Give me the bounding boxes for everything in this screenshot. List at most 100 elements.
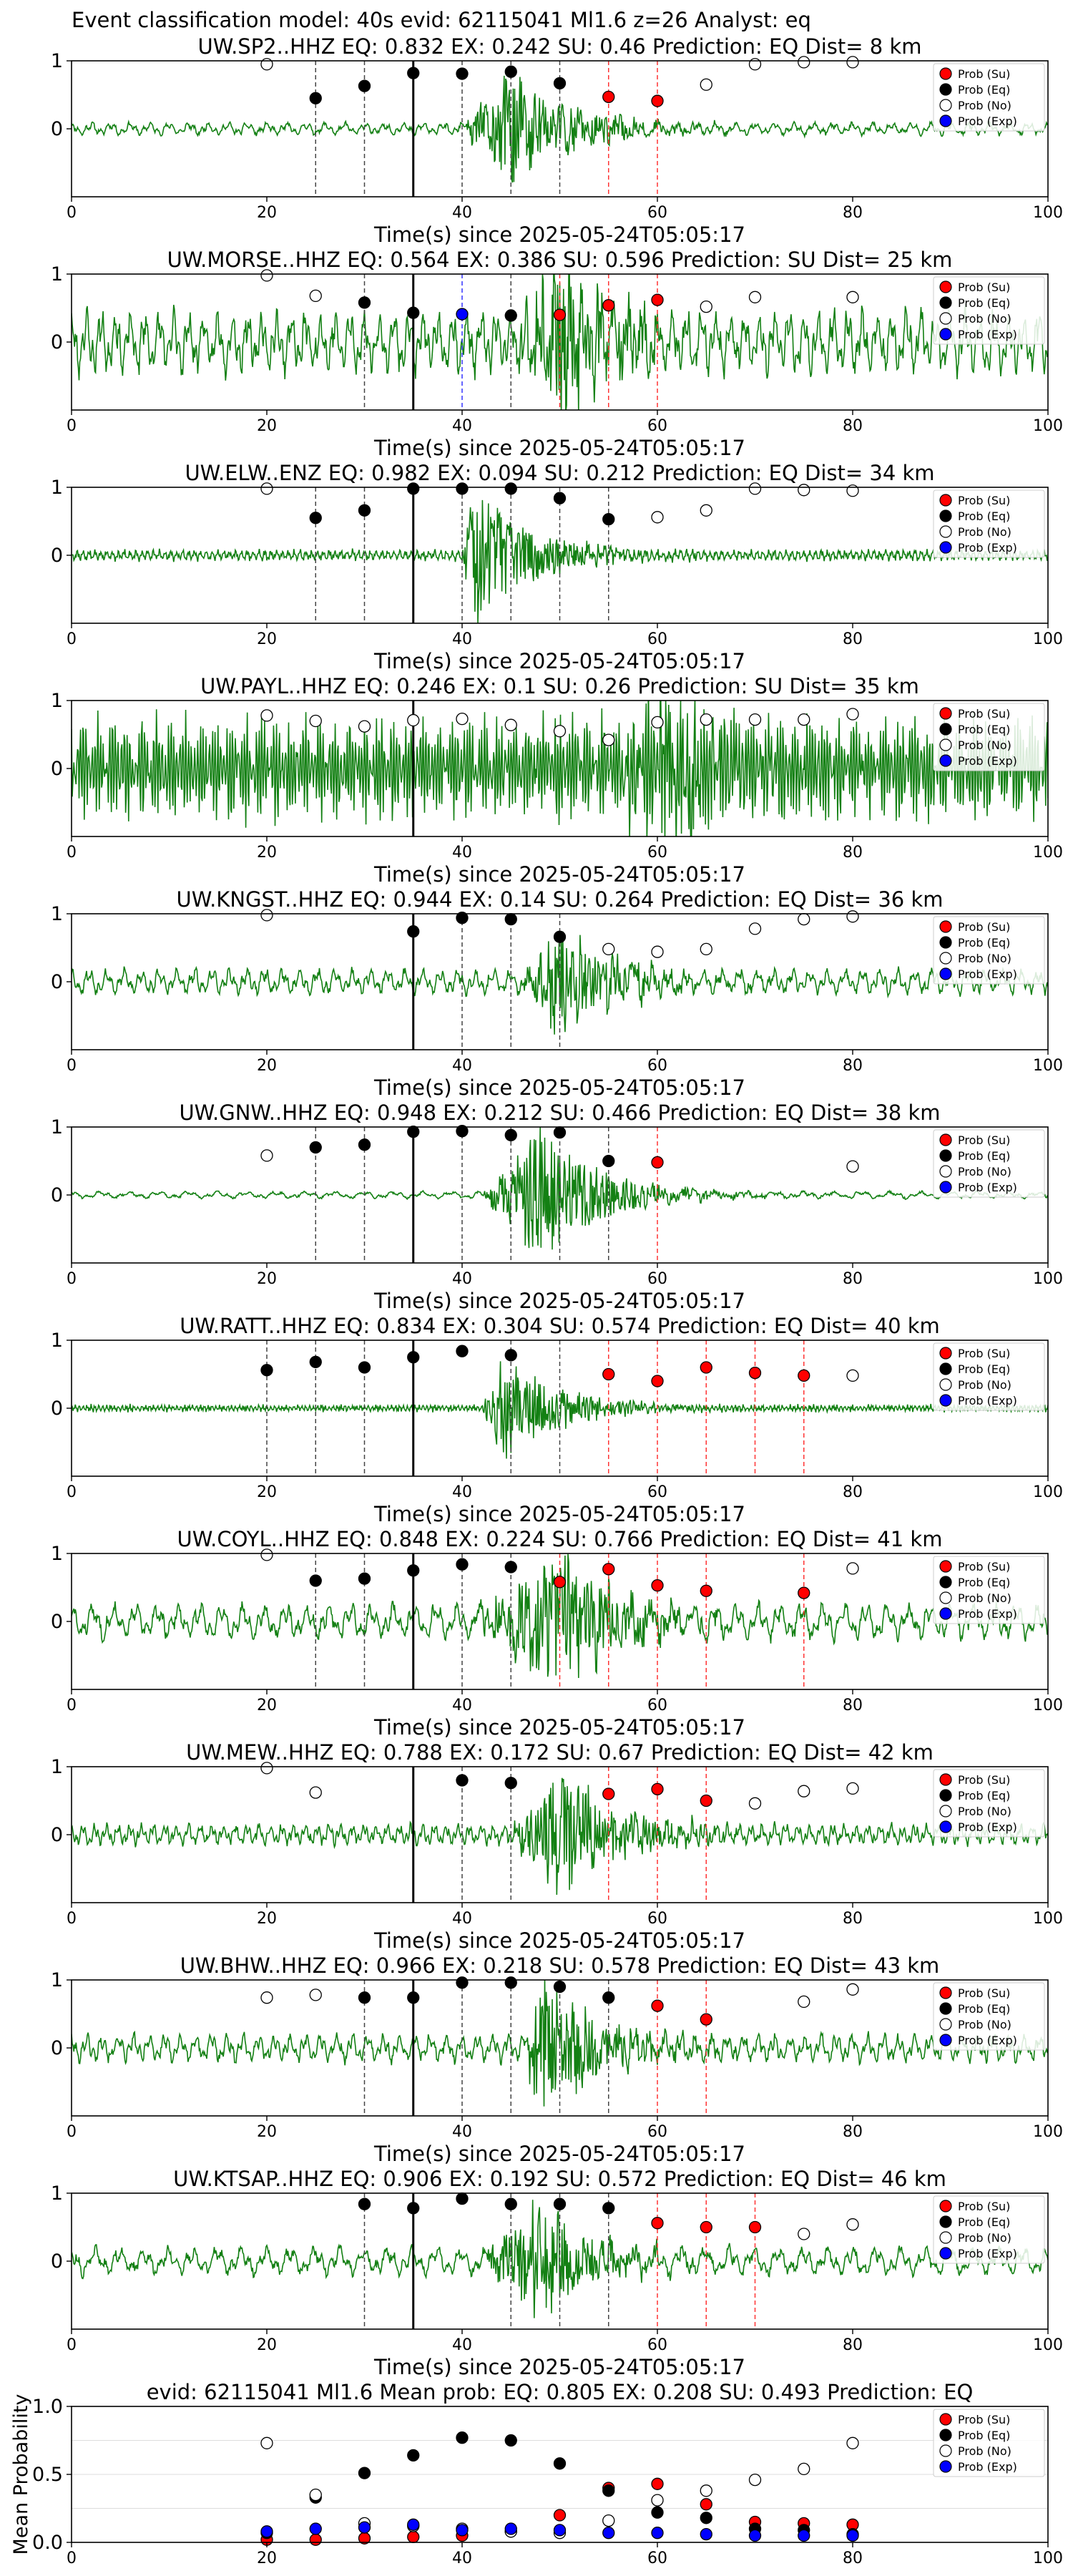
legend-item-eq-marker [939, 296, 952, 309]
prob-point-su [748, 1366, 762, 1380]
legend-item-eq-marker [939, 83, 952, 96]
prob-point-exp [456, 308, 469, 321]
x-tick-label: 80 [843, 1697, 863, 1714]
mean-point-su [553, 2509, 567, 2522]
legend-item-su: Prob (Su) [958, 67, 1010, 81]
prob-point-eq [504, 1128, 517, 1142]
station-panel-1: UW.SP2..HHZ EQ: 0.832 EX: 0.242 SU: 0.46… [51, 34, 1063, 247]
prob-point-eq [260, 1364, 273, 1377]
x-tick-label: 100 [1033, 1483, 1063, 1501]
waveform-trace [72, 1553, 1048, 1679]
legend-item-no-marker [939, 525, 952, 538]
x-tick-label: 0 [67, 844, 77, 862]
legend-item-eq-marker [939, 2429, 952, 2441]
x-tick-label: 40 [452, 1057, 472, 1075]
x-tick-label: 80 [843, 417, 863, 435]
legend-item-no-marker [939, 2018, 952, 2031]
x-tick-label: 0 [67, 417, 77, 435]
waveform-trace [72, 75, 1048, 183]
legend-item-eq: Prob (Eq) [958, 723, 1010, 736]
prob-point-eq [407, 306, 420, 319]
legend-item-su: Prob (Su) [958, 1986, 1010, 2000]
prob-point-no [846, 1782, 859, 1795]
prob-point-no [700, 78, 712, 91]
legend-item-exp: Prob (Exp) [958, 1181, 1017, 1194]
legend-item-no: Prob (No) [958, 99, 1011, 112]
prob-point-eq [504, 482, 517, 495]
y-tick-label: 0 [51, 118, 63, 140]
y-tick-label: 1 [51, 50, 63, 72]
prob-point-no [260, 1548, 273, 1561]
x-axis-label: Time(s) since 2025-05-24T05:05:17 [373, 1928, 745, 1953]
legend-item-no: Prob (No) [958, 1591, 1011, 1605]
legend-item-exp-marker [939, 1181, 952, 1194]
legend-item-no: Prob (No) [958, 2444, 1011, 2458]
prob-point-no [798, 484, 810, 497]
prob-point-eq [358, 1991, 371, 2004]
legend-item-exp-marker [939, 1394, 952, 1407]
prob-point-su [602, 90, 615, 104]
x-axis-label: Time(s) since 2025-05-24T05:05:17 [373, 862, 745, 887]
legend-box [933, 1342, 1045, 1411]
x-tick-label: 60 [647, 1910, 667, 1928]
prob-point-su [798, 1586, 810, 1599]
legend-item-no-marker [939, 1805, 952, 1818]
legend-item-no-marker [939, 1165, 952, 1178]
prob-point-no [846, 1983, 859, 1996]
legend-item-su-marker [939, 1560, 952, 1573]
prob-point-su [651, 1156, 664, 1169]
legend-item-su: Prob (Su) [958, 1347, 1010, 1360]
legend-item-eq-marker [939, 1576, 952, 1589]
legend-item-eq: Prob (Eq) [958, 1362, 1010, 1376]
x-tick-label: 80 [843, 2550, 863, 2567]
x-tick-label: 20 [257, 1697, 277, 1714]
legend-item-su-marker [939, 280, 952, 293]
prob-point-eq [358, 504, 371, 517]
prob-point-eq [504, 65, 517, 78]
prob-point-no [260, 269, 273, 282]
y-tick-label: 0 [51, 758, 63, 780]
x-tick-label: 60 [647, 2336, 667, 2354]
x-tick-label: 0 [67, 2123, 77, 2141]
x-tick-label: 100 [1033, 1270, 1063, 1288]
prob-point-su [553, 1576, 567, 1589]
legend-item-no-marker [939, 1378, 952, 1391]
legend-item-su-marker [939, 2200, 952, 2212]
x-tick-label: 0 [67, 1910, 77, 1928]
legend-item-exp-marker [939, 541, 952, 554]
station-panel-2: UW.MORSE..HHZ EQ: 0.564 EX: 0.386 SU: 0.… [51, 248, 1063, 460]
legend-item-eq-marker [939, 509, 952, 522]
prob-point-eq [504, 2197, 517, 2210]
mean-point-eq [358, 2467, 371, 2479]
x-tick-label: 40 [452, 204, 472, 222]
x-tick-label: 0 [67, 1057, 77, 1075]
legend-box [933, 703, 1045, 771]
panel-title: UW.KNGST..HHZ EQ: 0.944 EX: 0.14 SU: 0.2… [177, 887, 944, 912]
legend-box [933, 1556, 1045, 1624]
x-tick-label: 100 [1033, 2123, 1063, 2141]
legend-item-no: Prob (No) [958, 2231, 1011, 2245]
x-tick-label: 100 [1033, 1697, 1063, 1714]
station-panel-3: UW.ELW..ENZ EQ: 0.982 EX: 0.094 SU: 0.21… [51, 461, 1063, 673]
prob-point-eq [553, 1126, 567, 1139]
prob-point-eq [358, 296, 371, 309]
legend-item-no: Prob (No) [958, 1805, 1011, 1818]
prob-point-su [602, 299, 615, 312]
mean-point-exp [309, 2522, 322, 2535]
x-tick-label: 0 [67, 2336, 77, 2354]
legend-item-no-marker [939, 2444, 952, 2457]
x-tick-label: 20 [257, 1483, 277, 1501]
prob-point-eq [309, 1141, 322, 1154]
prob-point-eq [602, 1154, 615, 1168]
panel-title: UW.ELW..ENZ EQ: 0.982 EX: 0.094 SU: 0.21… [185, 461, 934, 485]
y-axis-label: Mean Probability [10, 2394, 32, 2555]
station-panel-11: UW.KTSAP..HHZ EQ: 0.906 EX: 0.192 SU: 0.… [51, 2167, 1063, 2379]
prob-point-su [651, 1782, 664, 1796]
legend-item-eq: Prob (Eq) [958, 83, 1010, 97]
legend-item-su-marker [939, 1773, 952, 1786]
legend-item-su-marker [939, 2413, 952, 2426]
legend-item-no-marker [939, 738, 952, 751]
prob-point-no [504, 718, 517, 731]
mean-point-eq [504, 2434, 517, 2447]
